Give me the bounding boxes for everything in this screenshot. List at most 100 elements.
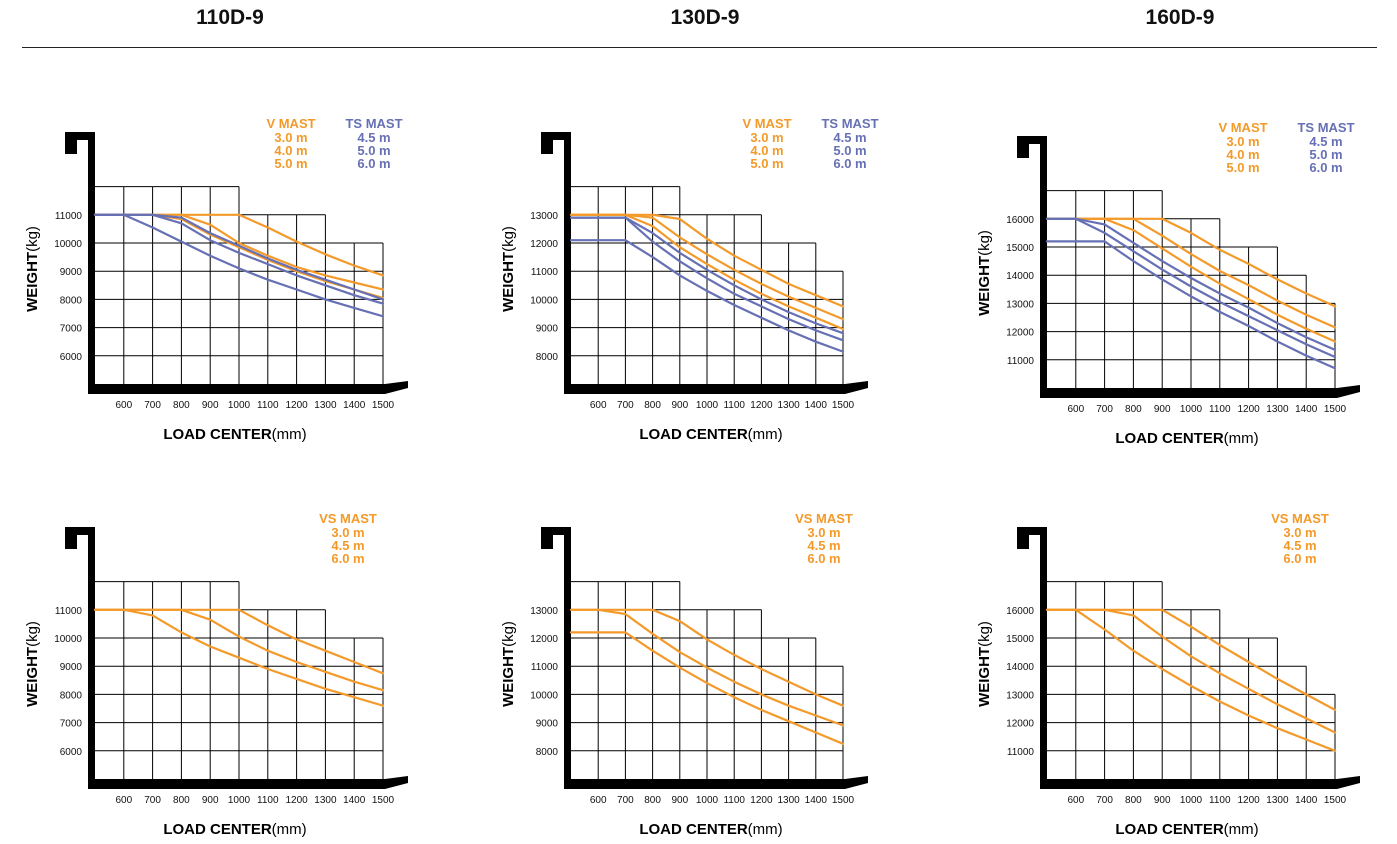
legend-item: 5.0 m [833, 143, 866, 158]
y-axis-label-unit: (kg) [24, 226, 41, 252]
x-axis-label-unit: (mm) [272, 821, 307, 838]
legend-item: 3.0 m [1226, 134, 1259, 149]
series-line-6 [569, 239, 845, 353]
x-tick-label: 1200 [1237, 795, 1260, 806]
x-tick-label: 600 [115, 400, 132, 411]
x-tick-label: 700 [1096, 795, 1113, 806]
frame-hook-tip [541, 527, 553, 549]
model-header-110d9: 110D-9 [196, 6, 264, 29]
x-tick-label: 1100 [257, 795, 279, 806]
x-axis-label: LOAD CENTER(mm) [1115, 430, 1258, 447]
y-axis-label-unit: (kg) [500, 621, 517, 647]
frame-hook [541, 527, 571, 535]
series-line-3 [569, 631, 845, 745]
y-tick-label: 16000 [1006, 215, 1034, 226]
series-line-6 [93, 213, 385, 318]
y-axis-label: WEIGHT(kg) [976, 230, 993, 316]
y-tick-label: 12000 [530, 634, 558, 645]
y-axis-label: WEIGHT(kg) [24, 621, 41, 707]
y-tick-label: 9000 [60, 662, 83, 673]
header-divider [22, 47, 1377, 48]
y-axis-label: WEIGHT(kg) [976, 621, 993, 707]
y-tick-label: 11000 [531, 267, 559, 278]
x-axis-label: LOAD CENTER(mm) [639, 426, 782, 443]
x-axis-label-main: LOAD CENTER [639, 426, 748, 443]
legend-item: 4.5 m [833, 130, 866, 145]
legend-item: 6.0 m [807, 551, 840, 566]
series-line-2 [1045, 608, 1337, 734]
x-tick-label: 800 [173, 400, 190, 411]
y-tick-label: 7000 [60, 324, 83, 335]
x-axis-bar [564, 381, 868, 394]
x-tick-label: 1200 [285, 400, 308, 411]
legend-item: 3.0 m [750, 130, 783, 145]
y-tick-label: 10000 [54, 239, 82, 250]
frame-hook-tip [1017, 136, 1029, 158]
y-tick-label: 15000 [1006, 634, 1034, 645]
x-axis-label: LOAD CENTER(mm) [1115, 821, 1258, 838]
legend-title: VS MAST [319, 511, 377, 526]
x-tick-label: 700 [1096, 404, 1113, 415]
x-axis-label-main: LOAD CENTER [639, 821, 748, 838]
y-tick-label: 12000 [1006, 328, 1034, 339]
x-axis-label-main: LOAD CENTER [163, 821, 272, 838]
y-tick-label: 11000 [531, 662, 559, 673]
x-tick-label: 900 [671, 400, 688, 411]
legend-item: 4.0 m [274, 143, 307, 158]
x-tick-label: 700 [617, 400, 634, 411]
legend-item: 4.5 m [1309, 134, 1342, 149]
x-axis-label: LOAD CENTER(mm) [163, 821, 306, 838]
chart-110d9-vs: 6000 7000 8000 9000 10000 11000 600 700 800 900 10… [24, 511, 408, 838]
x-tick-label: 800 [173, 795, 190, 806]
y-tick-label: 8000 [60, 690, 83, 701]
x-tick-label: 1000 [228, 400, 251, 411]
x-tick-label: 600 [590, 795, 607, 806]
legend-item: 3.0 m [274, 130, 307, 145]
x-axis-bar [88, 381, 408, 394]
y-axis-label: WEIGHT(kg) [500, 226, 517, 312]
y-tick-label: 11000 [55, 211, 83, 222]
x-tick-label: 1500 [832, 400, 855, 411]
legend-title: V MAST [1218, 120, 1267, 135]
series-line-5 [1045, 217, 1337, 359]
x-tick-label: 1000 [228, 795, 251, 806]
y-axis-bar [564, 132, 571, 394]
y-tick-label: 9000 [60, 267, 83, 278]
y-axis-label-main: WEIGHT [976, 256, 993, 316]
x-tick-label: 800 [644, 400, 661, 411]
legend-title: V MAST [266, 116, 315, 131]
y-tick-label: 11000 [1007, 356, 1035, 367]
x-tick-label: 1000 [1180, 795, 1203, 806]
y-axis-label-main: WEIGHT [500, 647, 517, 707]
series-line-3 [1045, 217, 1337, 343]
legend-title: TS MAST [345, 116, 402, 131]
x-tick-label: 1500 [372, 400, 395, 411]
y-tick-label: 12000 [1006, 719, 1034, 730]
x-axis-label-unit: (mm) [748, 821, 783, 838]
legend-item: 5.0 m [274, 156, 307, 171]
x-axis-label-unit: (mm) [272, 426, 307, 443]
x-tick-label: 1400 [343, 400, 366, 411]
x-tick-label: 900 [202, 795, 219, 806]
model-header-160d9: 160D-9 [1145, 6, 1215, 29]
x-tick-label: 1400 [1295, 404, 1318, 415]
x-tick-label: 1400 [343, 795, 366, 806]
legend-item: 4.0 m [1226, 147, 1259, 162]
x-axis-label: LOAD CENTER(mm) [163, 426, 306, 443]
x-tick-label: 1500 [372, 795, 395, 806]
legend-item: 6.0 m [1309, 160, 1342, 175]
legend-item: 4.5 m [357, 130, 390, 145]
legend-title: V MAST [742, 116, 791, 131]
x-tick-label: 1200 [285, 795, 308, 806]
series-line-2 [569, 608, 845, 727]
x-tick-label: 600 [1067, 404, 1084, 415]
x-tick-label: 1100 [723, 400, 745, 411]
x-axis-bar [1040, 776, 1360, 789]
legend-item: 5.0 m [750, 156, 783, 171]
x-tick-label: 1500 [832, 795, 855, 806]
x-tick-label: 1400 [805, 795, 828, 806]
x-tick-label: 1000 [1180, 404, 1203, 415]
legend-item: 5.0 m [1226, 160, 1259, 175]
frame-hook-tip [65, 132, 77, 154]
x-tick-label: 800 [1125, 404, 1142, 415]
